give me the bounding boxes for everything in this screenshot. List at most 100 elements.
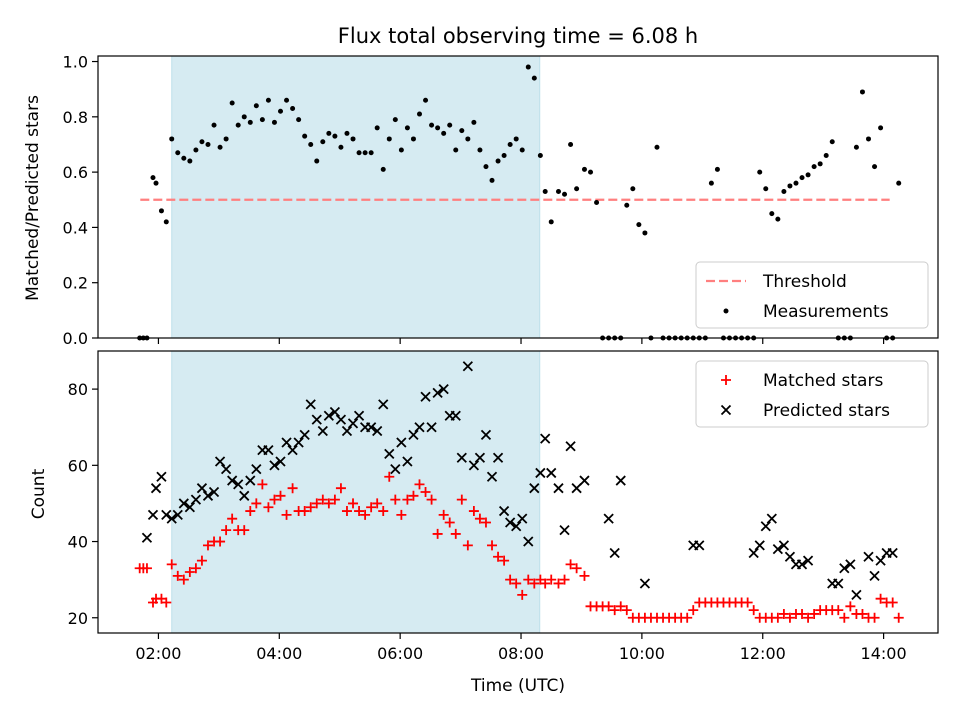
data-point: [259, 117, 265, 123]
data-point: [344, 130, 350, 136]
legend-x-swatch: [720, 404, 732, 416]
data-point: [845, 559, 856, 570]
data-point: [477, 147, 483, 153]
data-point: [211, 122, 217, 128]
data-point: [420, 391, 431, 402]
data-point: [378, 399, 389, 410]
data-point: [480, 517, 491, 528]
data-point: [778, 540, 790, 551]
data-point: [269, 460, 280, 471]
data-point: [896, 180, 902, 186]
x-tick-label: 12:00: [740, 644, 786, 663]
data-point: [441, 130, 447, 136]
data-point: [766, 513, 777, 524]
data-point: [287, 483, 298, 494]
legend-dot-swatch: [723, 308, 729, 314]
data-point: [866, 136, 872, 142]
data-point: [869, 570, 880, 581]
data-point: [402, 456, 413, 467]
data-point: [335, 483, 346, 494]
data-point: [220, 463, 232, 475]
data-point: [265, 97, 271, 103]
data-point: [435, 125, 441, 131]
data-point: [317, 494, 328, 505]
data-point: [223, 136, 229, 142]
data-point: [523, 536, 534, 547]
data-point: [161, 597, 172, 608]
data-point: [760, 521, 771, 532]
y-tick-label: 60: [68, 456, 88, 475]
data-point: [505, 517, 516, 528]
data-point: [499, 555, 510, 566]
data-point: [438, 509, 449, 520]
data-point: [642, 230, 648, 236]
data-point: [493, 551, 504, 562]
data-point: [414, 479, 425, 490]
data-point: [769, 211, 775, 217]
data-point: [178, 574, 189, 585]
data-point: [278, 108, 284, 114]
data-point: [694, 540, 705, 551]
y-tick-label: 0.6: [63, 163, 88, 182]
data-point: [483, 164, 489, 170]
data-point: [468, 460, 480, 471]
data-point: [859, 89, 865, 95]
data-point: [803, 612, 814, 623]
data-point: [555, 188, 561, 194]
chart-title: Flux total observing time = 6.08 h: [338, 24, 698, 48]
data-point: [748, 605, 759, 616]
y-tick-label: 0.0: [63, 329, 88, 348]
data-point: [217, 144, 223, 150]
data-point: [579, 570, 590, 581]
data-point: [630, 186, 636, 192]
bottom-panel-counts: 20 40 60 80 02:00 04:00 06:00 08:00 10:00 12:00 14…: [68, 350, 939, 663]
legend-plus-swatch: [721, 375, 731, 385]
data-point: [311, 498, 322, 509]
data-point: [517, 513, 528, 524]
data-point: [459, 128, 465, 134]
data-point: [615, 601, 626, 612]
data-point: [190, 563, 201, 574]
data-point: [335, 414, 347, 425]
data-point: [797, 608, 808, 619]
data-point: [348, 498, 359, 509]
data-point: [314, 158, 320, 164]
data-point: [245, 506, 256, 517]
data-point: [184, 502, 195, 513]
data-point: [202, 490, 214, 501]
legend-box: [695, 360, 929, 428]
data-point: [184, 567, 195, 578]
data-point: [829, 139, 835, 145]
data-point: [205, 141, 211, 147]
legend-label: Matched stars: [763, 371, 883, 391]
series-measurements: [137, 64, 902, 341]
y-tick-label: 0.2: [63, 274, 88, 293]
data-point: [147, 509, 159, 521]
data-point: [784, 551, 796, 562]
data-point: [546, 574, 557, 585]
data-point: [350, 136, 356, 142]
data-point: [302, 133, 308, 139]
data-point: [805, 172, 811, 178]
data-point: [462, 361, 473, 372]
data-point: [781, 188, 787, 194]
data-point: [609, 547, 620, 559]
data-point: [141, 563, 152, 574]
data-point: [456, 452, 467, 463]
data-point: [396, 509, 407, 520]
data-point: [559, 574, 570, 585]
data-point: [271, 119, 277, 125]
data-point: [233, 479, 244, 490]
data-point: [519, 147, 525, 153]
data-point: [416, 111, 422, 117]
data-point: [317, 425, 328, 437]
data-point: [817, 161, 823, 167]
data-point: [823, 153, 829, 159]
data-point: [565, 559, 576, 570]
x-axis-label: Time (UTC): [470, 676, 565, 696]
data-point: [507, 141, 513, 147]
observing-window-shade: [171, 350, 541, 634]
data-point: [378, 506, 389, 517]
data-point: [511, 578, 522, 589]
data-point: [368, 150, 374, 156]
